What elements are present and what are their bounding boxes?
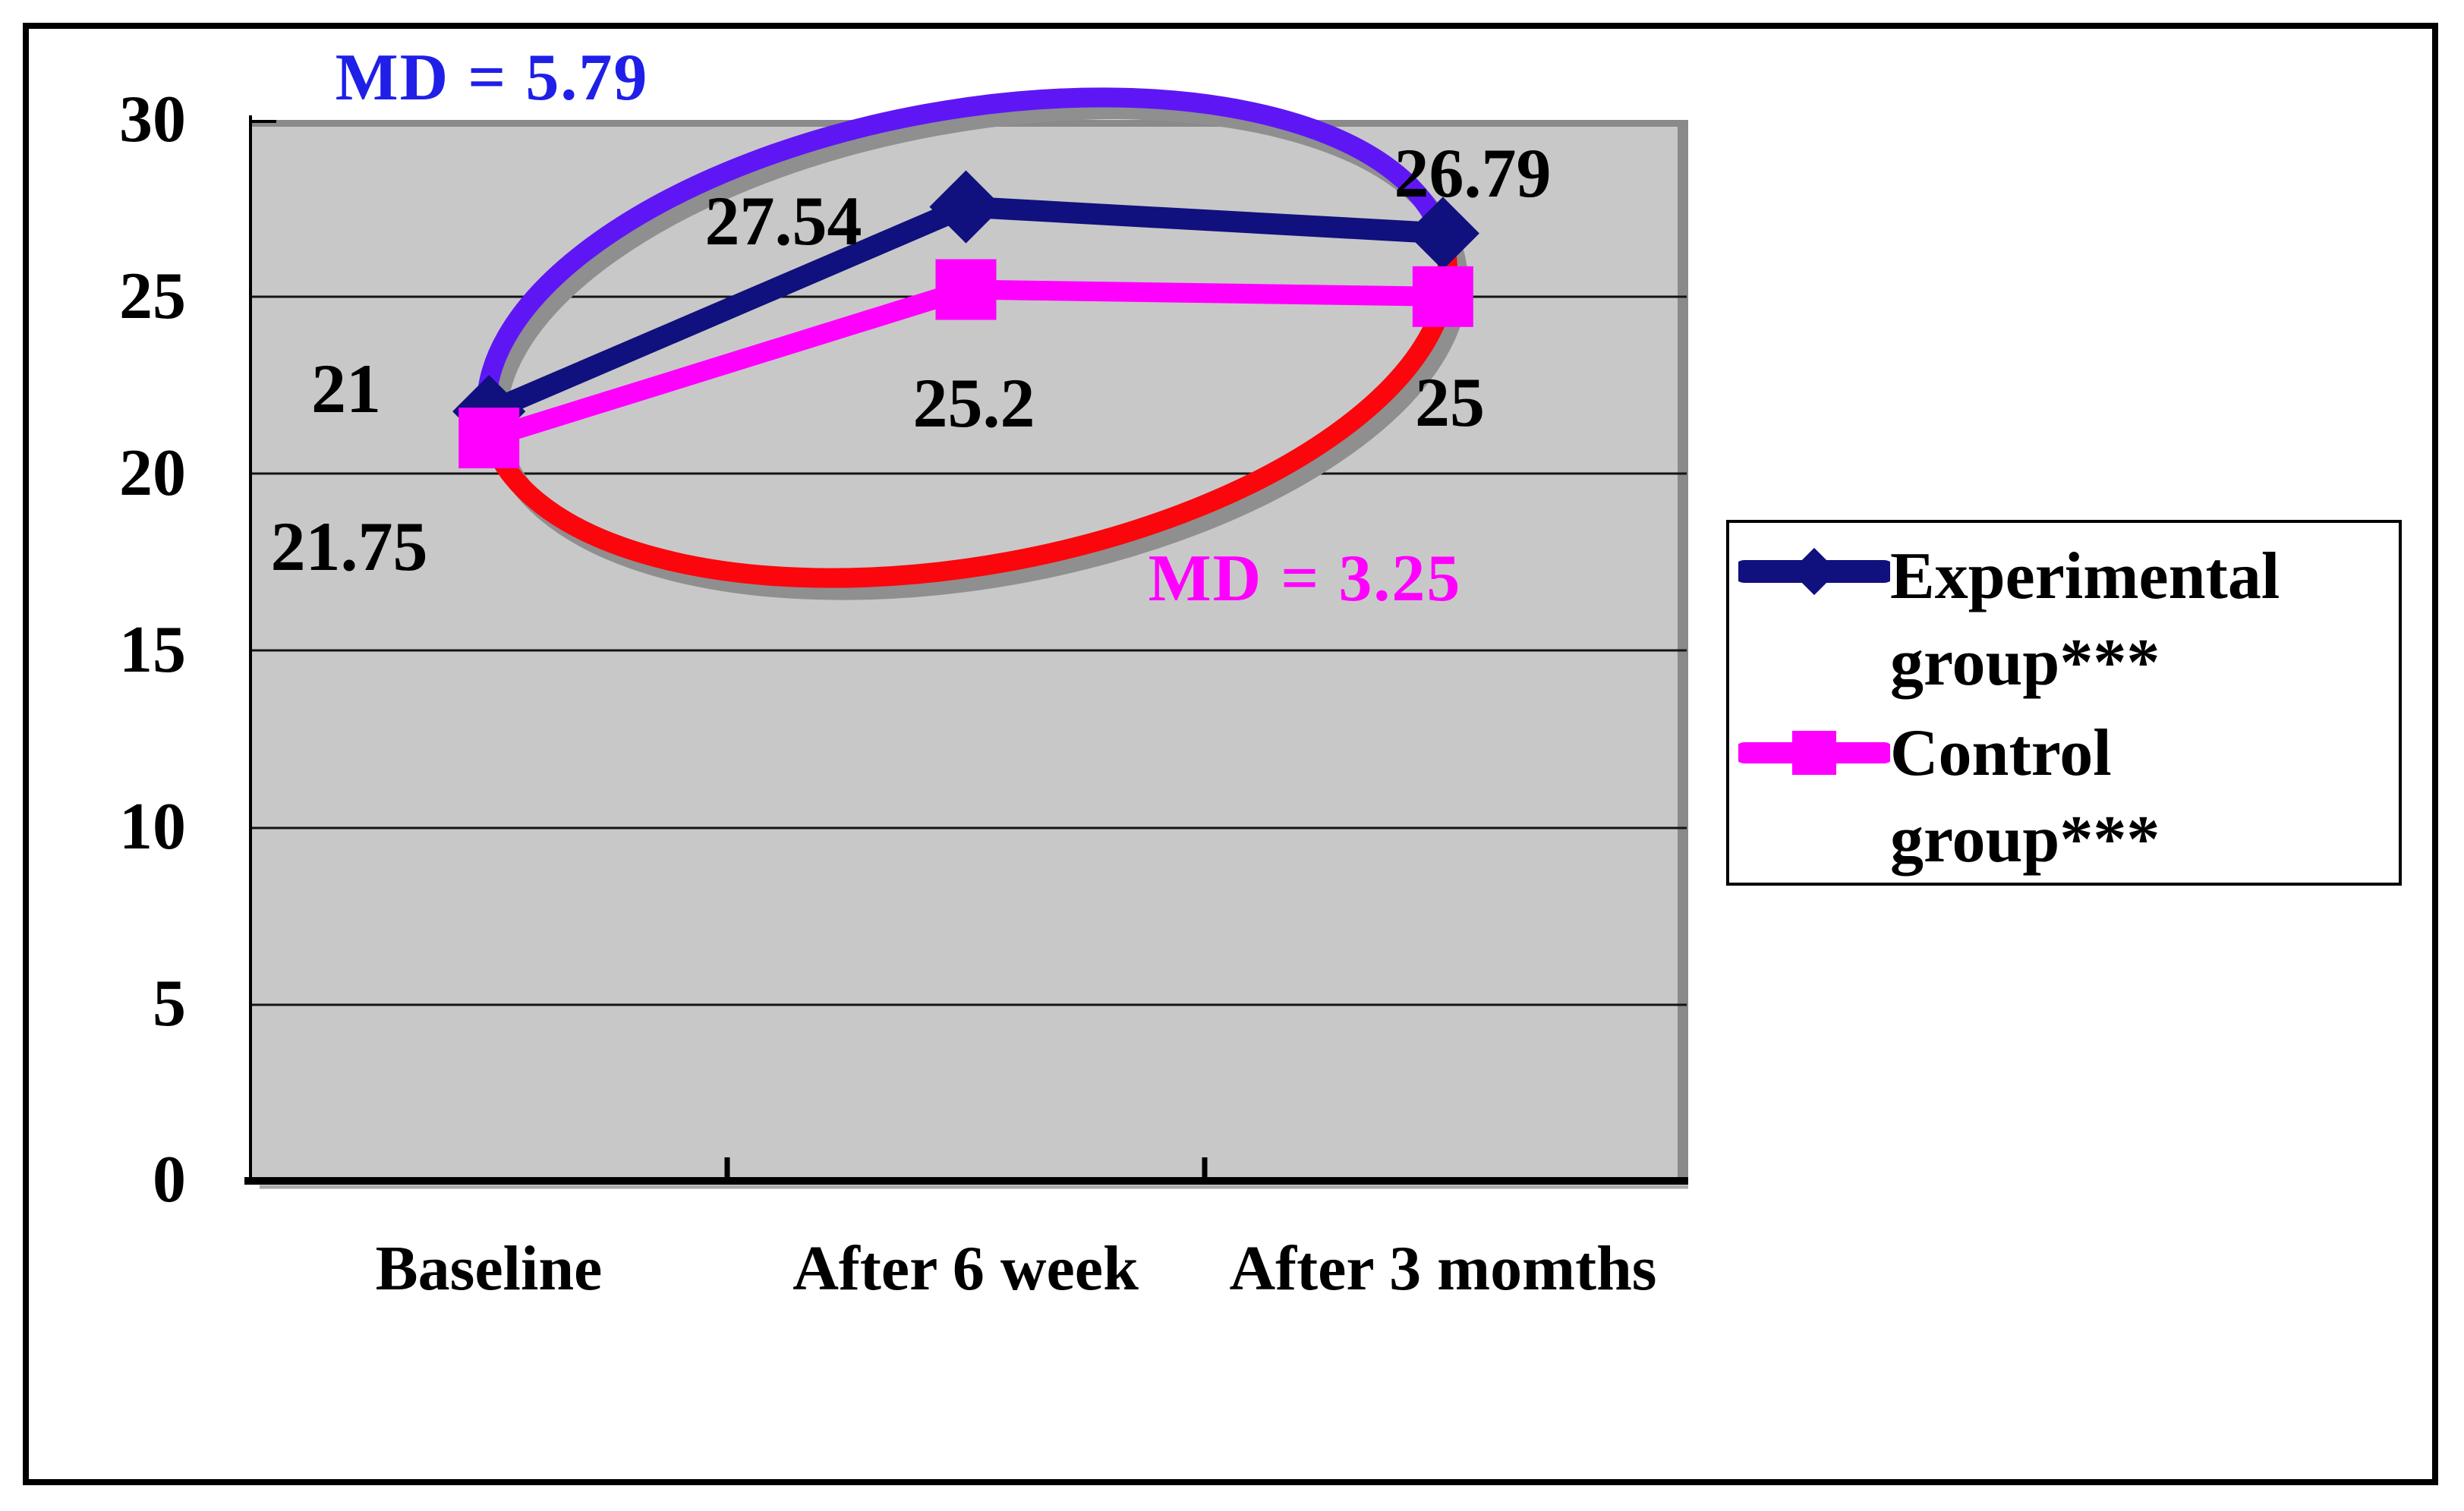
data-point-label: 25 [1415,364,1485,441]
x-axis-category-label: After 3 momths [1229,1233,1657,1304]
data-point-label: 26.79 [1394,134,1552,212]
legend-label-experimental: Experimental group*** [1890,540,2280,700]
square-marker [458,408,520,469]
data-point-label: 27.54 [704,182,862,260]
diamond-marker [1406,197,1479,270]
legend-marker-experimental [1738,547,1890,596]
y-axis-tick-label: 0 [153,1143,186,1217]
data-point-label: 21.75 [270,508,428,585]
square-marker [935,259,997,320]
data-point-label: 25.2 [912,364,1035,442]
highlight-ellipse [477,87,1457,588]
md-annotation-control: MD = 3.25 [1148,542,1462,615]
series-layer [452,170,1479,469]
y-axis-tick-label: 5 [153,967,186,1040]
md-annotation-experimental: MD = 5.79 [335,41,649,115]
x-axis-line [244,1177,1688,1185]
legend: Experimental group*** Control group*** [1726,520,2402,886]
square-marker [1412,266,1473,327]
ellipse-top-arc [477,87,1456,427]
legend-label-control: Control group*** [1890,716,2160,877]
y-axis-tick-label: 10 [119,790,186,864]
data-point-label: 21 [311,350,381,427]
legend-marker-control [1738,731,1890,775]
ellipse-bottom-arc [478,249,1457,588]
y-axis-tick-label: 30 [119,83,186,156]
y-axis-tick-label: 25 [119,260,186,333]
x-axis-category-label: After 6 week [792,1233,1139,1304]
y-axis-tick-label: 20 [119,436,186,510]
x-axis-category-label: Baseline [375,1233,603,1304]
y-axis-tick-label: 15 [119,613,186,687]
